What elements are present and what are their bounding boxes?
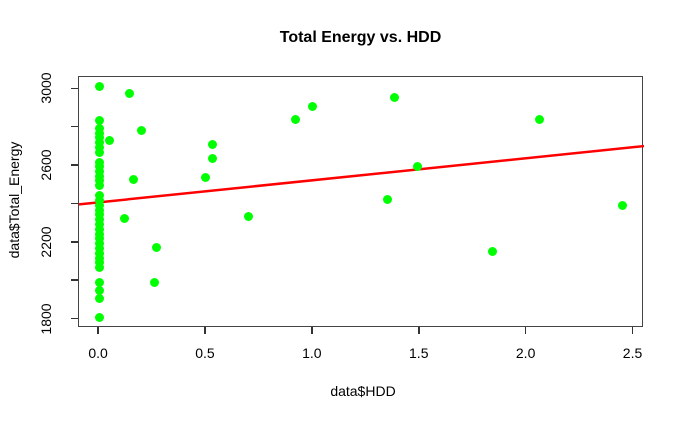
data-point [150,277,160,287]
data-point [244,212,254,222]
x-axis-label: data$HDD [330,383,396,399]
y-tick [71,241,78,243]
data-point [120,214,130,224]
x-tick-label: 1.0 [302,345,322,361]
data-point [94,138,104,148]
data-point [94,263,104,273]
data-point [124,88,134,98]
data-point [94,286,104,296]
data-point [94,196,104,206]
y-tick-label: 3000 [38,72,54,104]
data-point [94,253,104,263]
regression-line [78,144,645,206]
data-point [94,116,104,126]
data-point [94,191,104,201]
y-tick-label: 2200 [38,226,54,258]
chart-title: Total Energy vs. HDD [279,29,442,46]
data-point [94,162,104,172]
x-tick [631,327,634,334]
data-point [94,313,104,323]
data-point [152,243,162,253]
data-point [94,157,104,167]
x-tick [524,327,527,334]
data-point [207,153,217,163]
data-point [383,195,393,205]
data-point [137,126,147,136]
x-tick-label: 2.0 [515,345,536,361]
data-point [105,135,115,145]
data-point [94,258,104,268]
data-point [94,293,104,303]
data-point [291,115,301,125]
data-point [534,115,544,125]
data-point [201,173,211,183]
data-point [389,93,399,103]
x-tick-label: 0.0 [88,345,108,361]
data-point [94,166,104,176]
x-tick-label: 2.5 [622,345,643,361]
x-tick [311,327,313,334]
data-point [94,248,104,258]
x-tick [204,327,206,334]
x-tick [97,327,99,334]
data-point [94,133,104,143]
data-point [94,176,104,186]
y-tick [71,87,78,90]
data-point [94,205,104,215]
data-point [94,215,104,225]
data-point [94,210,104,220]
data-point [413,162,423,172]
data-point [94,180,104,190]
data-point [128,174,138,184]
data-point [94,244,104,254]
data-point [308,102,318,112]
data-point [94,239,104,249]
data-point [94,234,104,244]
data-point [94,81,104,91]
y-tick [71,279,78,281]
regression-line-layer [78,144,645,206]
data-point [94,220,104,230]
y-tick [71,125,78,128]
x-tick [418,327,420,334]
data-point [94,277,104,287]
x-tick-label: 0.5 [195,345,215,361]
data-point [94,224,104,234]
y-tick [71,317,78,320]
y-axis-label: data$Total_Energy [6,141,22,259]
data-point [618,200,628,210]
data-point [207,140,217,150]
y-tick [71,202,78,205]
data-point [94,147,104,157]
y-tick [71,164,78,166]
y-tick-label: 1800 [38,302,54,335]
data-point [94,229,104,239]
data-point [94,171,104,181]
data-point [94,200,104,210]
x-tick-label: 1.5 [409,345,429,361]
plot-area [78,76,645,327]
data-point [94,142,104,152]
data-point [94,124,104,134]
data-point [487,246,497,256]
y-tick-label: 2600 [38,149,54,181]
